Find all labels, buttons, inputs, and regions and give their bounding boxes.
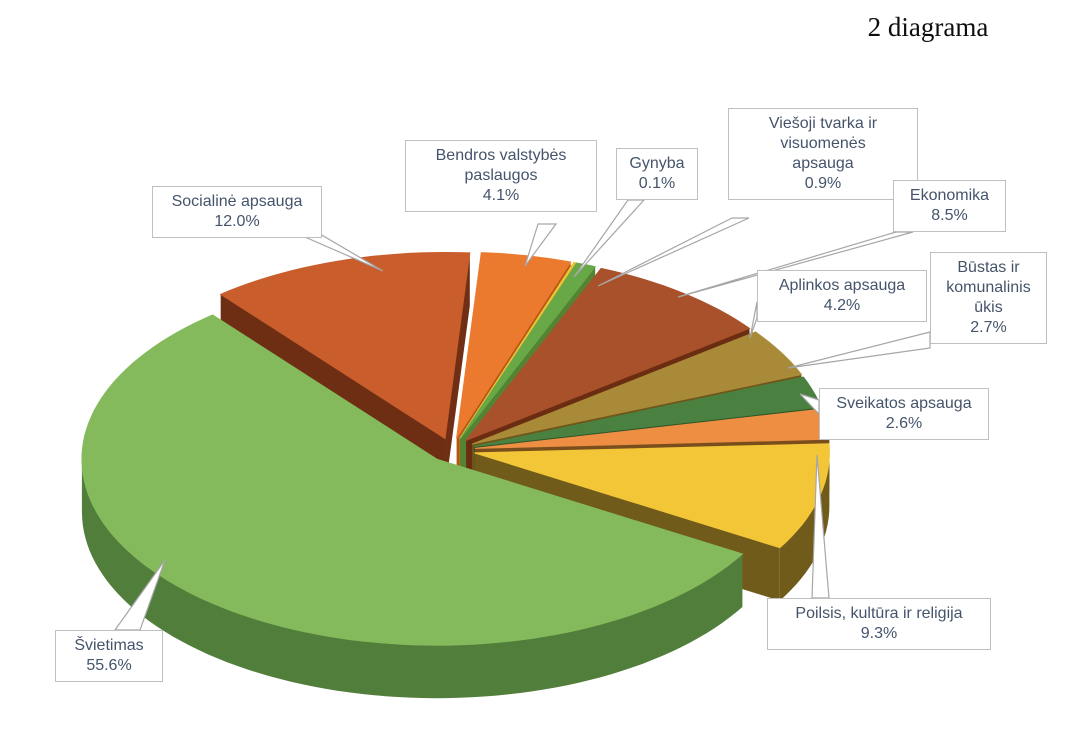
label-percent: 8.5% bbox=[931, 207, 968, 224]
label-category: Aplinkos apsauga bbox=[778, 277, 906, 294]
label-percent: 55.6% bbox=[86, 657, 132, 674]
label-category: Švietimas bbox=[74, 637, 144, 654]
label-category: Būstas ir komunalinis ūkis bbox=[946, 259, 1031, 316]
pie-slice-1-top bbox=[459, 261, 577, 439]
label-category: Socialinė apsauga bbox=[171, 193, 303, 210]
leader-callout-5 bbox=[787, 331, 931, 369]
label-category: Bendros valstybės paslaugos bbox=[435, 147, 567, 184]
label-percent: 2.7% bbox=[970, 319, 1007, 336]
data-label-ekonomika: Ekonomika 8.5% bbox=[893, 180, 1006, 232]
pie-slice-7-rim bbox=[779, 452, 830, 601]
label-percent: 9.3% bbox=[860, 625, 898, 642]
leader-callout-3 bbox=[677, 231, 914, 298]
data-label-bustas: Būstas ir komunalinis ūkis 2.7% bbox=[930, 252, 1047, 344]
label-percent: 4.2% bbox=[823, 297, 861, 314]
label-category: Poilsis, kultūra ir religija bbox=[795, 605, 963, 622]
leader-callout-1 bbox=[573, 199, 646, 278]
pie-slice-9-wall bbox=[445, 252, 470, 492]
label-category: Gynyba bbox=[629, 155, 685, 172]
leader-callout-0 bbox=[524, 223, 558, 267]
data-label-aplinkos-apsauga: Aplinkos apsauga 4.2% bbox=[757, 270, 927, 322]
data-label-svietimas: Švietimas 55.6% bbox=[55, 630, 163, 682]
label-percent: 12.0% bbox=[214, 213, 260, 230]
label-percent: 2.6% bbox=[885, 415, 923, 432]
leader-callout-2 bbox=[597, 217, 750, 287]
data-label-poilsis-kultura-religija: Poilsis, kultūra ir religija 9.3% bbox=[767, 598, 991, 650]
pie-slice-4-top bbox=[471, 331, 803, 445]
label-category: Viešoji tvarka ir visuomenės apsauga bbox=[768, 115, 878, 172]
data-label-gynyba: Gynyba 0.1% bbox=[616, 148, 698, 200]
pie-slice-0-top bbox=[456, 252, 572, 439]
data-label-viesoji-tvarka: Viešoji tvarka ir visuomenės apsauga 0.9… bbox=[728, 108, 918, 200]
pie-slice-9-top bbox=[219, 251, 471, 440]
data-label-socialine-apsauga: Socialinė apsauga 12.0% bbox=[152, 186, 322, 238]
figure-title: 2 diagrama bbox=[867, 12, 989, 42]
pie-slice-8-rim bbox=[81, 459, 743, 699]
label-percent: 0.1% bbox=[638, 175, 676, 192]
label-percent: 0.9% bbox=[804, 175, 842, 192]
label-percent: 4.1% bbox=[482, 187, 520, 204]
pie-slice-8-top bbox=[81, 314, 744, 646]
data-label-sveikatos-apsauga: Sveikatos apsauga 2.6% bbox=[819, 388, 989, 440]
label-category: Sveikatos apsauga bbox=[836, 395, 972, 412]
data-label-bendros-valstybes-paslaugos: Bendros valstybės paslaugos 4.1% bbox=[405, 140, 597, 212]
label-category: Ekonomika bbox=[909, 187, 990, 204]
